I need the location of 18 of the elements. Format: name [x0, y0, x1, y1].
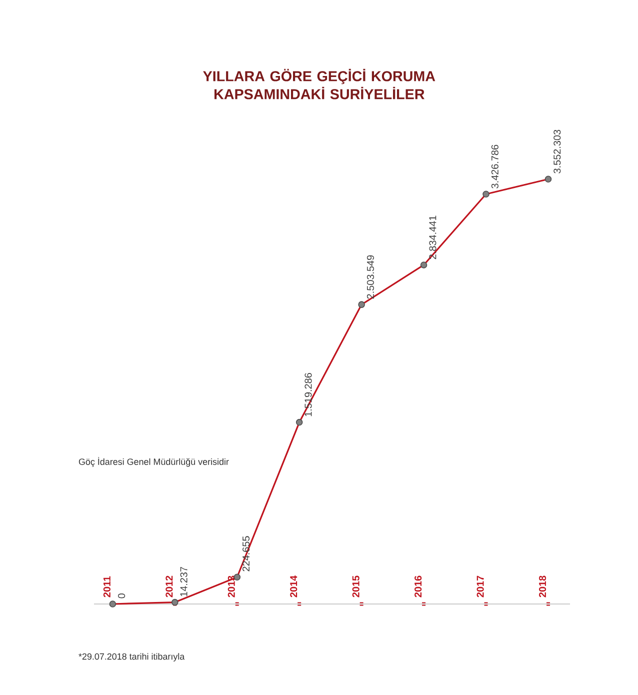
x-tick-label: 2011	[103, 576, 110, 598]
data-label: 3.426.786	[491, 144, 498, 188]
data-label: 0	[118, 593, 126, 598]
text: *29.07.2018 tarihi itibarıyla	[78, 653, 185, 662]
data-label: 14.237	[180, 566, 188, 596]
x-tick-label: 2015	[352, 576, 360, 598]
data-label: 224.655	[242, 536, 250, 572]
annotation: Göç İdaresi Genel Müdürlüğü verisidir	[78, 457, 229, 467]
x-tick-label: 2012	[166, 576, 173, 598]
data-label: 1.519.286	[304, 373, 312, 416]
x-tick-label: 2014	[290, 575, 298, 598]
x-tick-label: 2017	[476, 576, 484, 598]
data-label: 3.552.303	[554, 130, 561, 174]
x-tick-label: 2016	[414, 576, 422, 598]
x-tick-label: 2018	[538, 576, 546, 598]
data-label: 2.834.441	[429, 216, 436, 260]
chart-title: YILLARA GÖRE GEÇİCİ KORUMA KAPSAMINDAKİ SURİYELİLER	[203, 68, 436, 100]
data-label: 2.503.549	[366, 255, 374, 299]
